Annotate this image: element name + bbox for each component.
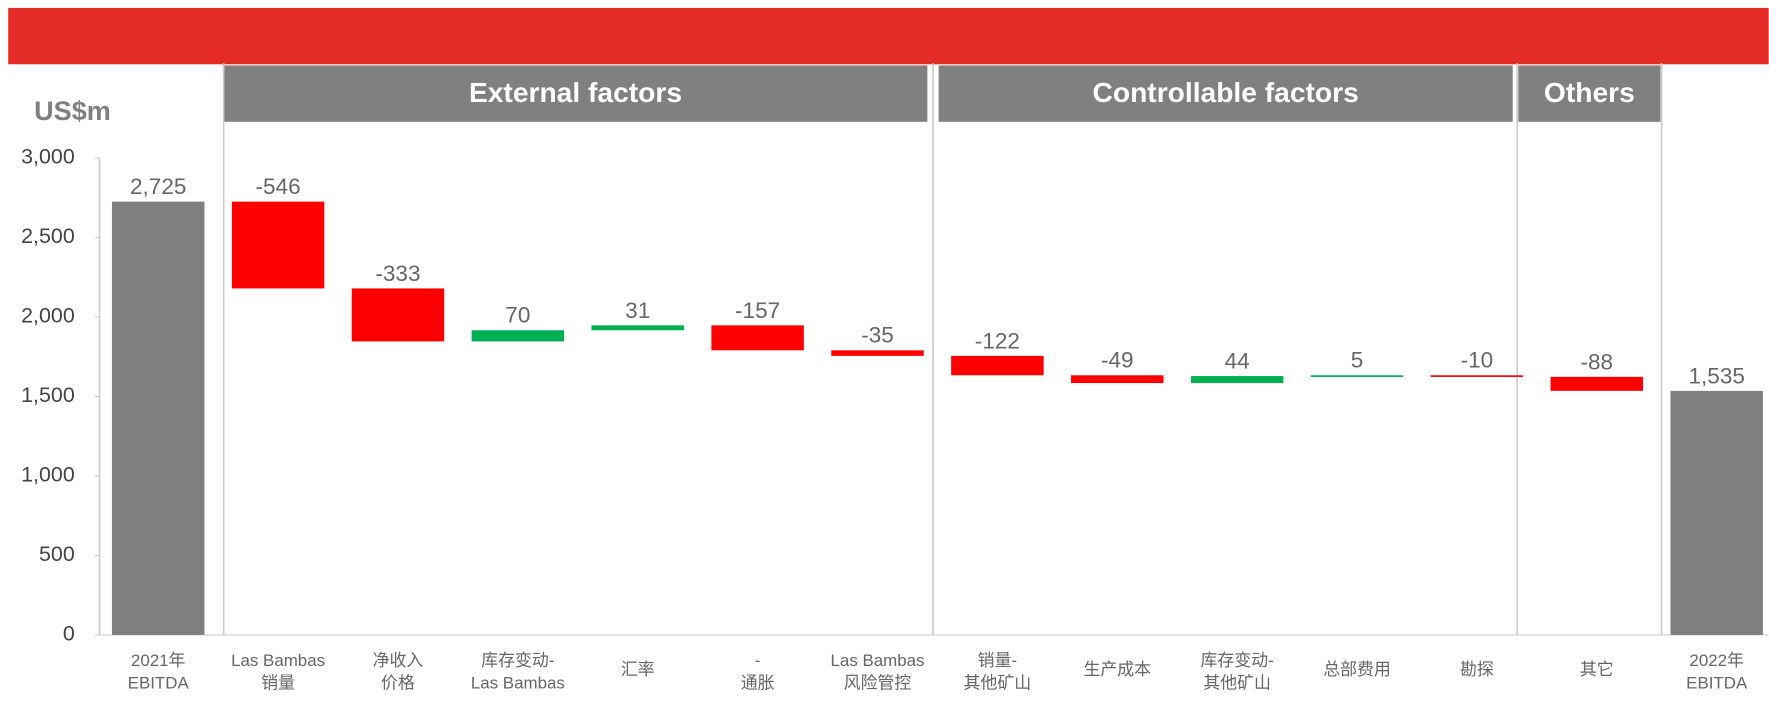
bar: [1670, 390, 1763, 635]
x-tick-line: EBITDA: [128, 674, 190, 693]
x-tick-line: 库存变动-: [1201, 651, 1274, 670]
x-tick-line: 其它: [1580, 661, 1614, 680]
x-tick-label: Las Bambas 销量: [231, 651, 325, 693]
bar: [111, 201, 205, 635]
value-label: 44: [1225, 348, 1250, 373]
x-tick-label: 2021年 EBITDA: [128, 651, 190, 693]
value-label: -122: [975, 328, 1020, 353]
bar: [1550, 376, 1644, 391]
x-tick-line: 勘探: [1460, 661, 1494, 680]
x-tick-line: 2022年: [1689, 651, 1744, 670]
bar: [591, 325, 684, 331]
x-tick-line: 其他矿山: [1203, 674, 1271, 693]
group-label: Controllable factors: [1093, 76, 1359, 108]
bar: [1430, 375, 1524, 377]
group-header: [1518, 65, 1661, 122]
x-tick-line: 销量-: [978, 651, 1017, 670]
x-tick-line: 销量: [261, 674, 295, 693]
group-header: [938, 65, 1513, 122]
x-tick-label: 其它: [1580, 661, 1614, 680]
x-tick-label: Las Bambas 风险管控: [831, 651, 925, 693]
value-label: -10: [1461, 348, 1494, 373]
value-label: 70: [505, 303, 530, 328]
y-tick-label: 2,500: [21, 224, 75, 248]
y-tick-label: 1,500: [21, 383, 75, 407]
group-label: External factors: [469, 76, 682, 108]
y-tick-label: 1,000: [21, 463, 75, 487]
y-tick-label: 2,000: [21, 304, 75, 328]
value-label: -333: [375, 261, 420, 286]
y-tick-label: 0: [63, 622, 75, 646]
bar: [1310, 375, 1404, 377]
x-tick-label: 生产成本: [1083, 661, 1151, 680]
value-label: 5: [1351, 348, 1364, 373]
x-tick-label: 总部费用: [1323, 661, 1391, 680]
x-tick-line: -: [755, 651, 761, 670]
x-tick-label: 销量- 其他矿山: [964, 651, 1032, 693]
x-tick-line: 价格: [381, 674, 415, 693]
top-banner: [8, 7, 1769, 65]
bar: [1071, 375, 1164, 384]
value-label: 2,725: [130, 174, 186, 199]
x-tick-line: 总部费用: [1323, 661, 1391, 680]
value-label: -49: [1101, 348, 1134, 373]
bar: [1190, 376, 1284, 384]
y-axis-label: US$m: [34, 96, 111, 126]
bar: [831, 350, 924, 356]
x-tick-line: Las Bambas: [471, 674, 565, 693]
x-tick-line: EBITDA: [1686, 674, 1748, 693]
x-tick-line: 通胀: [741, 674, 775, 693]
value-label: -157: [735, 298, 780, 323]
value-label: 1,535: [1688, 363, 1744, 388]
x-tick-line: 生产成本: [1083, 661, 1151, 680]
x-tick-label: 2022年 EBITDA: [1686, 651, 1748, 693]
bar: [471, 330, 565, 342]
x-tick-line: 其他矿山: [964, 674, 1032, 693]
x-tick-label: - 通胀: [741, 651, 775, 693]
x-tick-line: 汇率: [621, 661, 655, 680]
x-tick-label: 库存变动- Las Bambas: [471, 651, 565, 693]
value-label: -546: [256, 174, 301, 199]
group-label: Others: [1544, 76, 1635, 108]
bar: [231, 201, 325, 289]
x-tick-line: 库存变动-: [481, 651, 554, 670]
x-tick-line: Las Bambas: [231, 651, 325, 670]
x-tick-line: 风险管控: [844, 674, 912, 693]
x-tick-line: 2021年: [131, 651, 186, 670]
x-tick-label: 净收入价格: [373, 651, 424, 693]
x-tick-label: 汇率: [621, 661, 655, 680]
group-header: [223, 65, 928, 122]
x-tick-line: 净收入: [373, 651, 424, 670]
x-tick-label: 勘探: [1460, 661, 1494, 680]
x-tick-line: Las Bambas: [831, 651, 925, 670]
bar: [711, 325, 804, 351]
value-label: -88: [1581, 349, 1614, 374]
bar: [351, 288, 445, 342]
x-tick-label: 库存变动- 其他矿山: [1201, 651, 1274, 693]
value-label: -35: [861, 323, 894, 348]
y-tick-label: 500: [39, 542, 75, 566]
value-label: 31: [625, 298, 650, 323]
bar: [951, 355, 1044, 376]
y-tick-label: 3,000: [21, 145, 75, 169]
